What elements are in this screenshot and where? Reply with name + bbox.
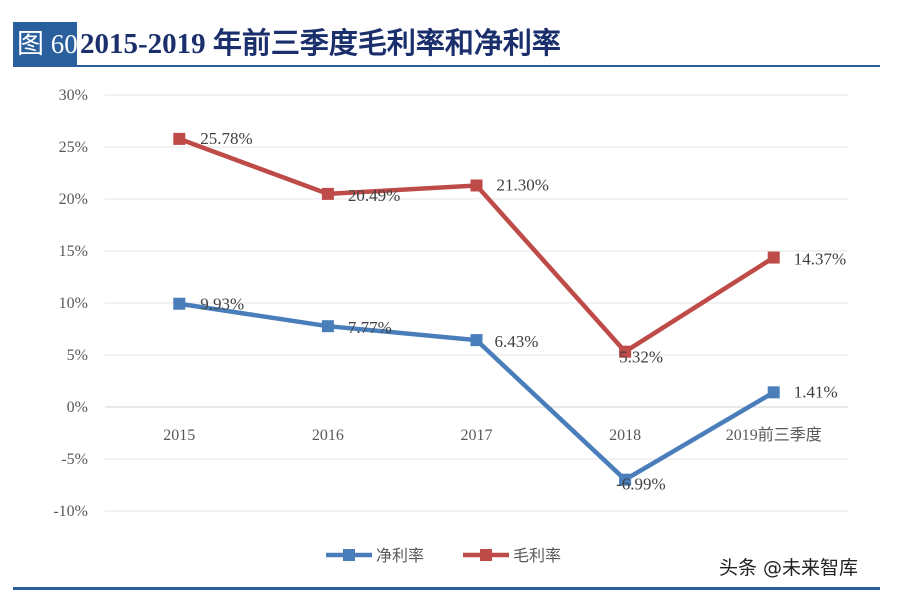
- legend-marker: [480, 549, 492, 561]
- data-point: [321, 320, 334, 333]
- x-tick-label: 2016: [312, 427, 344, 444]
- series-line-毛利率: [178, 136, 775, 354]
- data-point: [470, 334, 483, 347]
- y-tick-label: 15%: [59, 243, 88, 260]
- x-tick-label: 2019前三季度: [726, 426, 822, 444]
- x-tick-label: 2015: [163, 427, 195, 444]
- data-label: -6.99%: [616, 475, 666, 494]
- watermark: 头条 @未来智库: [719, 557, 859, 579]
- data-point: [173, 132, 186, 145]
- data-label: 9.93%: [200, 295, 244, 314]
- data-label: 5.32%: [619, 348, 663, 367]
- data-label: 1.41%: [794, 382, 838, 401]
- data-point: [173, 297, 186, 310]
- x-tick-label: 2017: [461, 427, 493, 444]
- data-label: 6.43%: [495, 332, 539, 351]
- y-tick-label: 25%: [59, 139, 88, 156]
- chart-title: 2015-2019 年前三季度毛利率和净利率: [80, 28, 561, 60]
- data-point: [767, 251, 780, 264]
- y-tick-label: -10%: [53, 503, 88, 520]
- data-label: 7.77%: [348, 318, 392, 337]
- data-label: 25.78%: [200, 129, 252, 148]
- y-tick-label: 0%: [67, 399, 88, 416]
- series-line-净利率: [178, 301, 775, 482]
- header-divider: [13, 65, 880, 67]
- data-label: 21.30%: [497, 175, 549, 194]
- figure-label: 图 60:: [13, 22, 85, 66]
- data-point: [470, 179, 483, 192]
- data-point: [767, 386, 780, 399]
- y-tick-label: 5%: [67, 347, 88, 364]
- footer-divider: [13, 587, 880, 590]
- y-tick-label: 10%: [59, 295, 88, 312]
- data-point: [321, 187, 334, 200]
- data-point: [619, 345, 632, 358]
- data-point: [619, 473, 632, 486]
- legend-marker: [343, 549, 355, 561]
- y-tick-label: 30%: [59, 87, 88, 104]
- legend-label: 毛利率: [513, 546, 561, 565]
- y-tick-label: 20%: [59, 191, 88, 208]
- x-tick-label: 2018: [609, 427, 641, 444]
- y-tick-label: -5%: [61, 451, 88, 468]
- data-label: 14.37%: [794, 250, 846, 269]
- data-label: 20.49%: [348, 186, 400, 205]
- legend-label: 净利率: [376, 546, 424, 565]
